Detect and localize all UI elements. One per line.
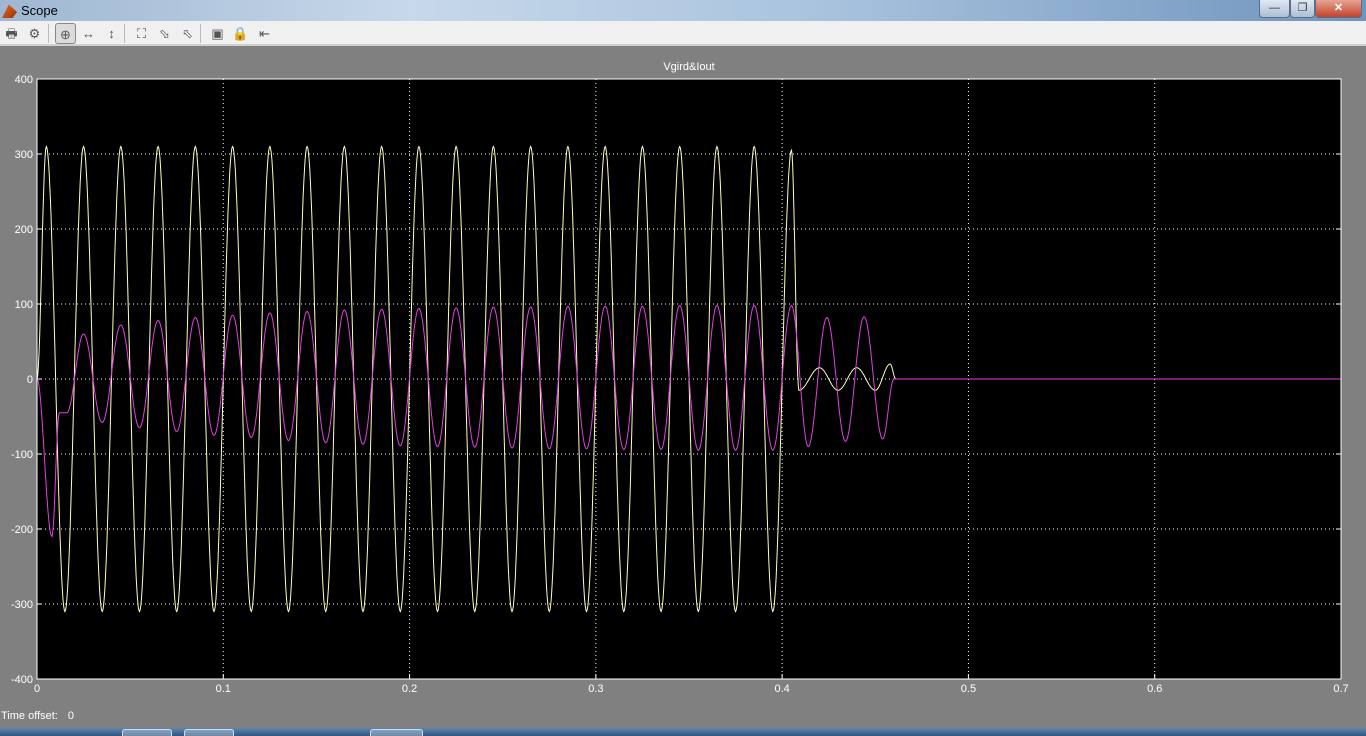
toolbar-separator	[200, 24, 201, 43]
print-icon: 🖶	[5, 26, 18, 41]
y-tick-label: 0	[27, 374, 33, 386]
restore-axes-icon: ⬁	[182, 26, 193, 41]
lock-axes-button[interactable]: 🔒	[230, 23, 251, 44]
close-icon: ✕	[1333, 2, 1344, 14]
lock-axes-icon: 🔒	[232, 26, 249, 41]
series-line-2	[36, 304, 1341, 538]
y-tick-label: -200	[11, 524, 33, 536]
y-tick-label: 300	[15, 149, 33, 161]
restore-icon: ❐	[1297, 2, 1308, 14]
toolbar: 🖶 ⚙ ⊕ ↔ ↕ ⛶ ⬂ ⬁ ▣ 🔒 ⇤	[0, 21, 1366, 46]
signal-selection-icon: ⇤	[259, 26, 270, 41]
floating-scope-icon: ▣	[211, 26, 224, 41]
taskbar-item[interactable]	[184, 729, 234, 736]
autoscale-icon: ⛶	[136, 26, 147, 41]
x-tick-label: 0.3	[588, 683, 603, 695]
print-button[interactable]: 🖶	[1, 23, 22, 44]
minimize-button[interactable]: —	[1259, 0, 1290, 18]
toolbar-separator	[48, 24, 49, 43]
zoom-x-icon: ↔	[82, 26, 95, 41]
taskbar	[0, 728, 1366, 736]
zoom-icon: ⊕	[60, 27, 71, 42]
parameters-button[interactable]: ⚙	[24, 23, 45, 44]
time-offset-label: Time offset:	[1, 710, 58, 722]
signal-selection-button[interactable]: ⇤	[254, 23, 275, 44]
floating-scope-button[interactable]: ▣	[207, 23, 228, 44]
restore-button[interactable]: ❐	[1290, 0, 1315, 18]
restore-axes-button[interactable]: ⬁	[177, 23, 198, 44]
y-tick-label: 100	[15, 299, 33, 311]
save-axes-icon: ⬂	[159, 26, 170, 41]
save-axes-button[interactable]: ⬂	[154, 23, 175, 44]
window-title: Scope	[21, 3, 58, 18]
x-tick-label: 0.5	[961, 683, 976, 695]
minimize-icon: —	[1269, 2, 1280, 14]
toolbar-separator	[124, 24, 125, 43]
x-tick-label: 0.6	[1147, 683, 1162, 695]
y-tick-label: 200	[15, 224, 33, 236]
zoom-x-button[interactable]: ↔	[78, 23, 99, 44]
taskbar-item[interactable]	[122, 729, 172, 736]
autoscale-button[interactable]: ⛶	[131, 23, 152, 44]
x-tick-label: 0.7	[1333, 683, 1348, 695]
y-tick-label: -300	[11, 599, 33, 611]
zoom-y-button[interactable]: ↕	[101, 23, 122, 44]
axes-frame	[36, 78, 1342, 680]
zoom-button[interactable]: ⊕	[55, 23, 76, 44]
time-offset: Time offset: 0	[1, 710, 74, 722]
parameters-icon: ⚙	[28, 26, 41, 41]
title-bar: Scope — ❐ ✕	[0, 0, 1366, 21]
x-tick-label: 0.4	[774, 683, 789, 695]
y-tick-label: 400	[15, 74, 33, 86]
x-tick-label: 0.1	[216, 683, 231, 695]
taskbar-item[interactable]	[370, 729, 423, 736]
x-tick-label: 0.2	[402, 683, 417, 695]
zoom-y-icon: ↕	[108, 26, 115, 41]
y-tick-label: -100	[11, 449, 33, 461]
close-button[interactable]: ✕	[1315, 0, 1362, 18]
y-tick-label: -400	[11, 674, 33, 686]
axes-title: Vgird&Iout	[663, 61, 715, 73]
x-tick-label: 0	[34, 683, 40, 695]
time-offset-value: 0	[67, 710, 74, 722]
